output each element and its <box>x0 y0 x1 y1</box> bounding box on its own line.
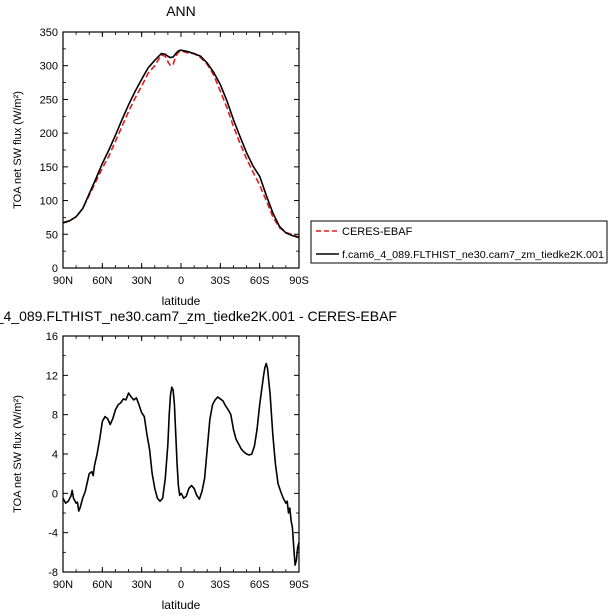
series-line-difference <box>62 362 300 566</box>
x-tick-label: 60S <box>250 275 270 287</box>
y-tick-label: 16 <box>46 331 58 343</box>
legend-box <box>310 220 608 264</box>
y-tick-label: 8 <box>52 410 58 422</box>
x-tick-label: 90N <box>53 579 73 591</box>
x-tick-label: 30S <box>211 275 231 287</box>
legend: CERES-EBAF f.cam6_4_089.FLTHIST_ne30.cam… <box>310 220 608 264</box>
panel-top-ylabel: TOA net SW flux (W/m²) <box>12 91 24 209</box>
x-tick-label: 60N <box>92 275 112 287</box>
y-tick-label: 12 <box>46 370 58 382</box>
x-tick-label: 60N <box>92 579 112 591</box>
y-tick-label: 100 <box>40 196 58 208</box>
series-line-ceres-ebaf <box>62 50 300 238</box>
panel-top-series <box>62 49 300 239</box>
panel-bottom-title: f.cam6_4_089.FLTHIST_ne30.cam7_zm_tiedke… <box>0 308 397 324</box>
panel-bottom-xlabel: latitude <box>162 598 201 612</box>
x-tick-label: 30S <box>211 579 231 591</box>
x-tick-label: 90N <box>53 275 73 287</box>
y-tick-label: 4 <box>52 449 58 461</box>
y-tick-label: -4 <box>48 528 58 540</box>
x-tick-label: 90S <box>289 579 309 591</box>
panel-top: ANN 90N 60N 30N 0 30S 60S 90S 0 50 100 150 200 250 30… <box>12 3 309 308</box>
y-tick-label: 250 <box>40 94 58 106</box>
x-tick-label: 30N <box>132 579 152 591</box>
panel-top-title: ANN <box>166 3 196 19</box>
panel-bottom-ylabel: TOA net SW flux (W/m²) <box>12 395 24 513</box>
x-tick-label: 0 <box>178 275 184 287</box>
series-line-f-cam6-4-089-flthist-ne30-cam7-zm-tiedke <box>62 49 300 239</box>
y-tick-label: 300 <box>40 61 58 73</box>
y-tick-label: -8 <box>48 567 58 579</box>
x-tick-label: 0 <box>178 579 184 591</box>
panel-bottom-frame <box>62 335 300 573</box>
panel-top-frame <box>62 31 300 269</box>
x-tick-label: 60S <box>250 579 270 591</box>
y-tick-label: 0 <box>52 488 58 500</box>
y-tick-label: 350 <box>40 27 58 39</box>
panel-top-ticks: 90N 60N 30N 0 30S 60S 90S 0 50 100 150 200 250 300 350 <box>40 27 309 287</box>
y-tick-label: 200 <box>40 128 58 140</box>
x-tick-label: 30N <box>132 275 152 287</box>
y-tick-label: 50 <box>46 229 58 241</box>
legend-label-model: f.cam6_4_089.FLTHIST_ne30.cam7_zm_tiedke… <box>342 249 604 261</box>
y-tick-label: 0 <box>52 263 58 275</box>
panel-top-xlabel: latitude <box>162 294 201 308</box>
panel-bottom-series <box>62 362 300 566</box>
y-tick-label: 150 <box>40 162 58 174</box>
x-tick-label: 90S <box>289 275 309 287</box>
panel-bottom: f.cam6_4_089.FLTHIST_ne30.cam7_zm_tiedke… <box>0 308 397 612</box>
legend-label-ceres: CERES-EBAF <box>342 226 413 238</box>
